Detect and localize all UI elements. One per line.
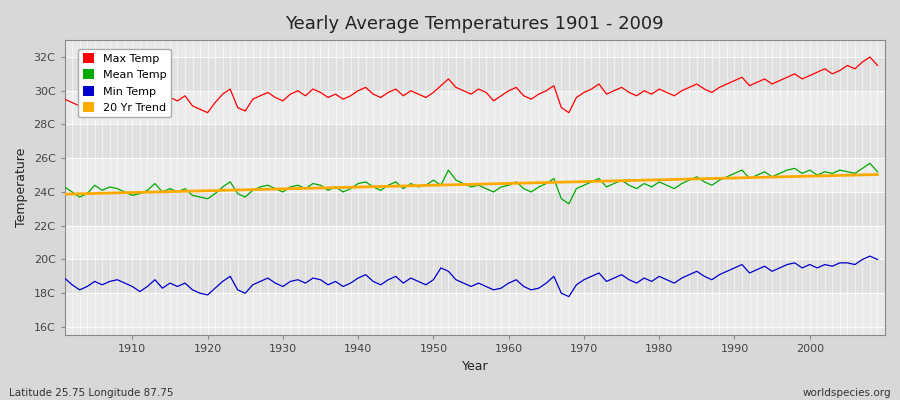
- Text: Latitude 25.75 Longitude 87.75: Latitude 25.75 Longitude 87.75: [9, 388, 174, 398]
- Title: Yearly Average Temperatures 1901 - 2009: Yearly Average Temperatures 1901 - 2009: [285, 15, 664, 33]
- Bar: [65, 293, 885, 327]
- Bar: [65, 192, 885, 226]
- Bar: [65, 260, 885, 293]
- Bar: [65, 91, 885, 124]
- Text: worldspecies.org: worldspecies.org: [803, 388, 891, 398]
- Bar: [65, 124, 885, 158]
- X-axis label: Year: Year: [462, 360, 488, 373]
- Bar: [65, 57, 885, 91]
- Bar: [65, 226, 885, 260]
- Bar: [65, 158, 885, 192]
- Legend: Max Temp, Mean Temp, Min Temp, 20 Yr Trend: Max Temp, Mean Temp, Min Temp, 20 Yr Tre…: [78, 49, 171, 117]
- Y-axis label: Temperature: Temperature: [15, 148, 28, 228]
